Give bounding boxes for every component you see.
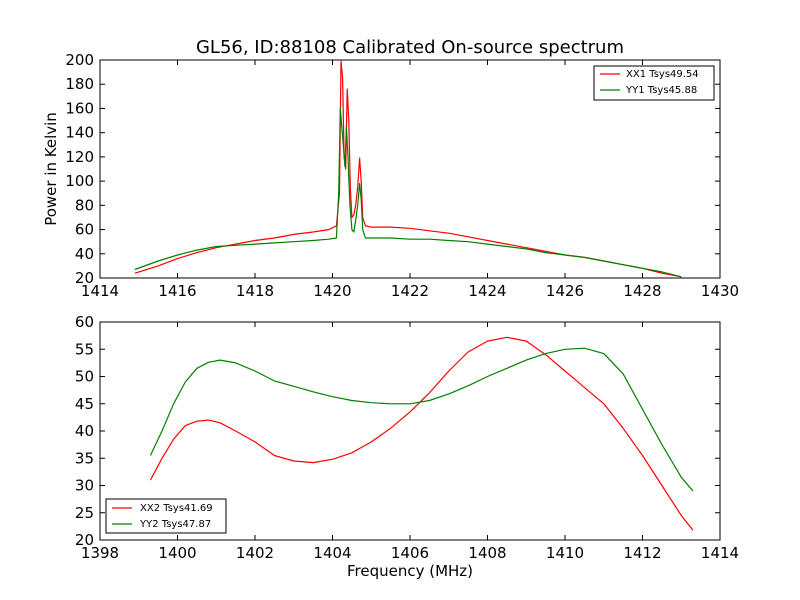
- bottom-y-tick-label: 50: [75, 368, 94, 386]
- bottom-series-line-2: [149, 347, 694, 492]
- top-x-tick-label: 1418: [236, 282, 274, 300]
- bottom-legend: XX2 Tsys41.69 YY2 Tsys47.87: [105, 498, 227, 534]
- top-y-tick-label: 20: [75, 269, 94, 287]
- top-x-tick-label: 1416: [158, 282, 196, 300]
- legend-label-xx1: XX1 Tsys49.54: [626, 69, 699, 80]
- top-plot-panel: 1414 1416 1418 1420 1422 1424 1426 1428 1430 20 40…: [42, 51, 739, 300]
- top-x-tick-label: 1420: [313, 282, 351, 300]
- top-x-tick-label: 1414: [81, 282, 119, 300]
- top-legend: XX1 Tsys49.54 YY1 Tsys45.88: [593, 65, 715, 101]
- bottom-legend-box: [105, 498, 227, 534]
- bottom-y-tick-label: 45: [75, 395, 94, 413]
- bottom-y-tick-label: 55: [75, 340, 94, 358]
- top-x-tick-label: 1422: [391, 282, 429, 300]
- bottom-y-tick-label: 35: [75, 449, 94, 467]
- top-x-tick-label: 1424: [468, 282, 506, 300]
- bottom-y-tick-label: 30: [75, 477, 94, 495]
- top-y-tick-label: 160: [65, 99, 94, 117]
- bottom-x-tick-label: 1398: [81, 544, 119, 562]
- bottom-y-tick-label: 25: [75, 504, 94, 522]
- top-y-tick-label: 120: [65, 148, 94, 166]
- top-legend-box: [593, 65, 715, 101]
- bottom-y-tick-label: 40: [75, 422, 94, 440]
- bottom-x-tick-label: 1408: [468, 544, 506, 562]
- top-ticks-layer: 1414 1416 1418 1420 1422 1424 1426 1428 1430 20 40…: [65, 51, 739, 300]
- top-series-layer: [134, 60, 682, 278]
- chart-title: GL56, ID:88108 Calibrated On-source spec…: [196, 37, 624, 58]
- top-y-tick-label: 60: [75, 221, 94, 239]
- bottom-x-tick-label: 1400: [158, 544, 196, 562]
- top-y-tick-label: 40: [75, 245, 94, 263]
- top-x-tick-label: 1430: [701, 282, 739, 300]
- top-y-tick-label: 200: [65, 51, 94, 69]
- top-series-line-2: [134, 107, 682, 278]
- bottom-x-tick-label: 1404: [313, 544, 351, 562]
- bottom-plot-panel: 1398 1400 1402 1404 1406 1408 1410 1412 1414 20 25…: [75, 313, 739, 580]
- bottom-series-line-1: [149, 336, 694, 531]
- legend-label-yy2: YY2 Tsys47.87: [139, 519, 211, 530]
- bottom-x-tick-label: 1412: [623, 544, 661, 562]
- top-x-tick-label: 1428: [623, 282, 661, 300]
- top-y-tick-label: 100: [65, 172, 94, 190]
- bottom-y-tick-label: 20: [75, 531, 94, 549]
- x-axis-label: Frequency (MHz): [347, 562, 473, 580]
- legend-label-yy1: YY1 Tsys45.88: [625, 85, 697, 96]
- bottom-x-tick-label: 1406: [391, 544, 429, 562]
- top-y-tick-label: 180: [65, 75, 94, 93]
- top-y-axis-label: Power in Kelvin: [42, 112, 60, 226]
- legend-label-xx2: XX2 Tsys41.69: [140, 503, 213, 514]
- bottom-y-tick-label: 60: [75, 313, 94, 331]
- bottom-x-tick-label: 1402: [236, 544, 274, 562]
- bottom-x-tick-label: 1414: [701, 544, 739, 562]
- top-x-tick-label: 1426: [546, 282, 584, 300]
- bottom-x-tick-label: 1410: [546, 544, 584, 562]
- top-y-tick-label: 80: [75, 196, 94, 214]
- top-y-tick-label: 140: [65, 124, 94, 142]
- bottom-ticks-layer: 1398 1400 1402 1404 1406 1408 1410 1412 1414 20 25…: [75, 313, 739, 562]
- bottom-series-layer: [149, 336, 694, 531]
- top-series-line-1: [134, 60, 682, 278]
